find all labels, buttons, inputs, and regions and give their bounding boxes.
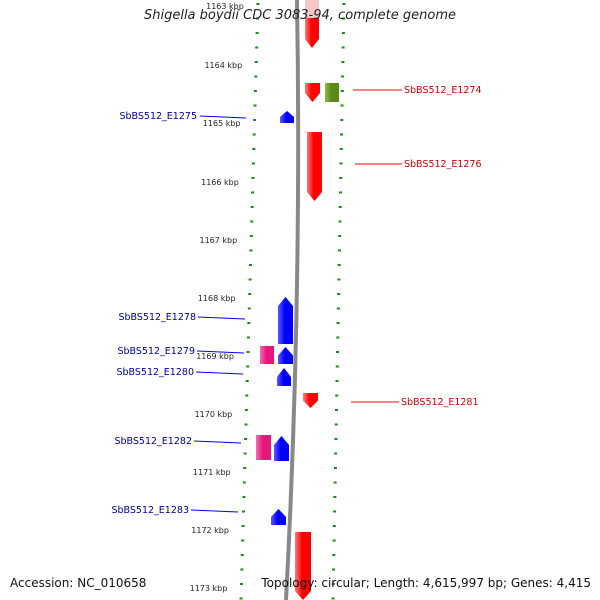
gene-label-sbbs512_e1281: SbBS512_E1281 (401, 397, 479, 408)
scale-tick-label: 1169 kbp (196, 352, 234, 361)
reverse-gene (277, 368, 291, 386)
label-leader-line (197, 316, 246, 320)
scale-tick-label: 1172 kbp (191, 526, 229, 535)
label-leader-line (190, 509, 239, 513)
scale-tick-label: 1168 kbp (198, 294, 236, 303)
forward-gene (305, 18, 319, 48)
forward-gene (303, 393, 318, 408)
genome-title: Shigella boydii CDC 3083-94, complete ge… (143, 8, 457, 23)
forward-gene (305, 83, 320, 102)
label-leader-line (193, 440, 242, 444)
scale-tick-label: 1170 kbp (195, 410, 233, 419)
scale-tick-label: 1164 kbp (204, 61, 242, 70)
gene-label-sbbs512_e1283: SbBS512_E1283 (111, 505, 189, 516)
scale-tick-label: 1167 kbp (199, 236, 237, 245)
forward-gene (307, 132, 322, 201)
gene-label-sbbs512_e1282: SbBS512_E1282 (114, 436, 192, 447)
scale-tick-label: 1163 kbp (206, 2, 244, 11)
partial-gene-top (305, 0, 319, 22)
topology-text: Topology: circular; Length: 4,615,997 bp… (261, 576, 591, 590)
pseudo-gene (260, 346, 274, 364)
gene-label-sbbs512_e1280: SbBS512_E1280 (116, 367, 194, 378)
gene-label-sbbs512_e1279: SbBS512_E1279 (117, 346, 195, 357)
reverse-gene (274, 436, 289, 461)
label-leader-line (199, 115, 247, 119)
scale-tick-label: 1171 kbp (193, 468, 231, 477)
label-leader-line (196, 350, 245, 354)
gene-label-sbbs512_e1275: SbBS512_E1275 (119, 111, 197, 122)
reverse-gene (278, 347, 293, 364)
scale-tick-label: 1165 kbp (203, 119, 241, 128)
reverse-gene (271, 509, 286, 525)
reverse-gene (280, 111, 294, 123)
label-leader-line (195, 371, 244, 375)
scale-tick-label: 1173 kbp (190, 584, 228, 593)
misc-feature (325, 83, 339, 102)
scale-tick-label: 1166 kbp (201, 178, 239, 187)
gene-label-sbbs512_e1276: SbBS512_E1276 (404, 159, 482, 170)
genome-backbone (284, 0, 301, 600)
gene-label-sbbs512_e1278: SbBS512_E1278 (118, 312, 196, 323)
gene-label-sbbs512_e1274: SbBS512_E1274 (404, 85, 482, 96)
pseudo-gene (256, 435, 271, 460)
forward-gene (295, 532, 311, 600)
accession-text: Accession: NC_010658 (10, 576, 147, 590)
reverse-gene (278, 297, 293, 344)
